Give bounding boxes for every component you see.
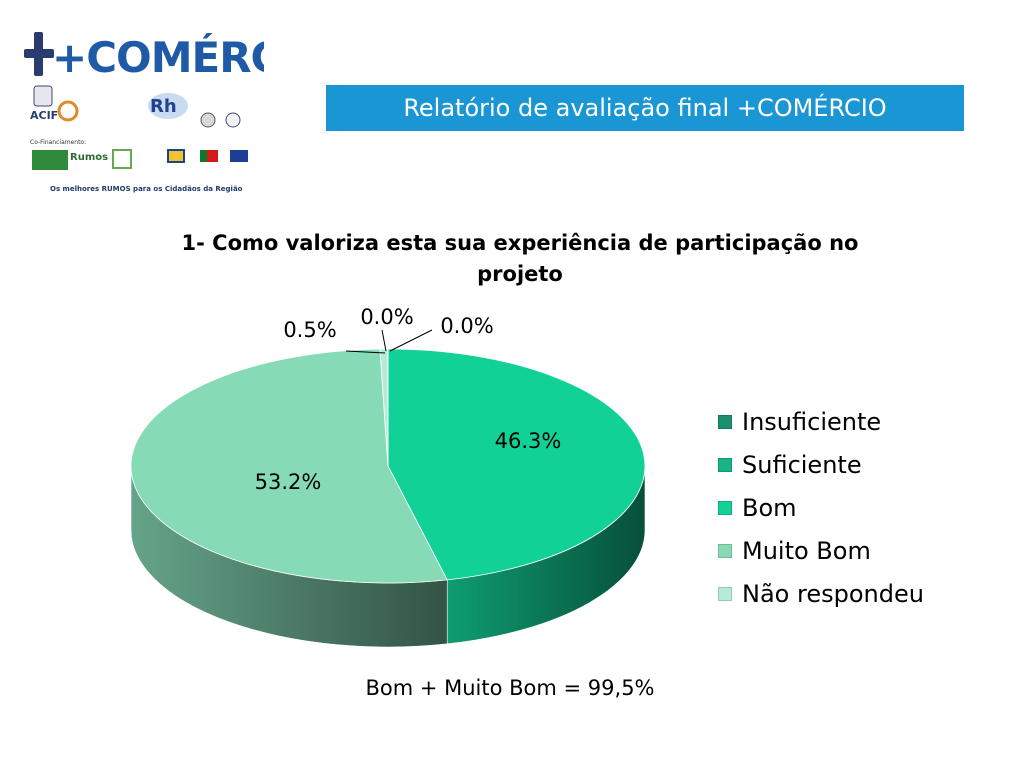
- tagline: Os melhores RUMOS para os Cidadãos da Re…: [50, 185, 243, 193]
- legend-label: Suficiente: [742, 450, 862, 479]
- legend-swatch: [718, 414, 732, 429]
- legend-swatch: [718, 543, 732, 558]
- comercio-logo: +COMÉRCIO: [24, 32, 264, 80]
- legend-label: Insuficiente: [742, 407, 882, 436]
- acif-logo: ACIF: [30, 85, 58, 122]
- rumos-logo: Rumos: [32, 150, 108, 170]
- madeira-flag-icon: [167, 149, 185, 163]
- pie-slice-bom: [387, 348, 646, 581]
- legend-item: Suficiente: [718, 443, 924, 486]
- data-label-muito-bom: 53.2%: [255, 470, 322, 494]
- legend-label: Não respondeu: [742, 579, 924, 608]
- pie-data-labels: 46.3% 53.2% 0.5% 0.0% 0.0%: [255, 305, 562, 494]
- leader-line: [389, 329, 433, 352]
- report-title: Relatório de avaliação final +COMÉRCIO: [403, 94, 887, 122]
- partner-logos: ACIF Rh Co-Financiamento: Rumos Os melho…: [30, 85, 248, 193]
- legend-swatch: [718, 457, 732, 472]
- legend-item: Não respondeu: [718, 572, 924, 615]
- portugal-flag-icon: [200, 150, 218, 162]
- pcem-logo: [225, 112, 241, 128]
- svg-text:Rh: Rh: [150, 96, 177, 117]
- cc-logo: [57, 100, 79, 122]
- data-label-bom: 46.3%: [495, 429, 562, 453]
- data-label-insuficiente: 0.0%: [360, 305, 413, 329]
- leader-line: [345, 350, 386, 354]
- legend-label: Muito Bom: [742, 536, 871, 565]
- qren-logo: [112, 149, 132, 169]
- legend-label: Bom: [742, 493, 797, 522]
- rh-mais-logo: Rh: [148, 93, 188, 119]
- rumos-label: Rumos: [70, 152, 108, 163]
- summary-note: Bom + Muito Bom = 99,5%: [365, 676, 655, 700]
- legend-item: Muito Bom: [718, 529, 924, 572]
- legend-item: Bom: [718, 486, 924, 529]
- pie-slices: [130, 348, 646, 584]
- chart-legend: Insuficiente Suficiente Bom Muito Bom Não re…: [718, 400, 924, 615]
- legend-swatch: [718, 586, 732, 601]
- partner-seal-logo: [200, 112, 216, 128]
- data-label-não-respondeu: 0.5%: [283, 318, 336, 342]
- acif-label: ACIF: [30, 109, 58, 122]
- pie-slice-muito-bom: [130, 348, 448, 584]
- logo-text: +COMÉRCIO: [52, 32, 264, 80]
- eu-flag-icon: [230, 150, 248, 162]
- leader-line: [381, 329, 387, 352]
- cofinancing-label: Co-Financiamento:: [30, 139, 86, 146]
- chart-title: 1- Como valoriza esta sua experiência de…: [181, 231, 859, 286]
- legend-swatch: [718, 500, 732, 515]
- data-label-suficiente: 0.0%: [440, 314, 493, 338]
- legend-item: Insuficiente: [718, 400, 924, 443]
- report-title-banner: Relatório de avaliação final +COMÉRCIO: [326, 85, 964, 131]
